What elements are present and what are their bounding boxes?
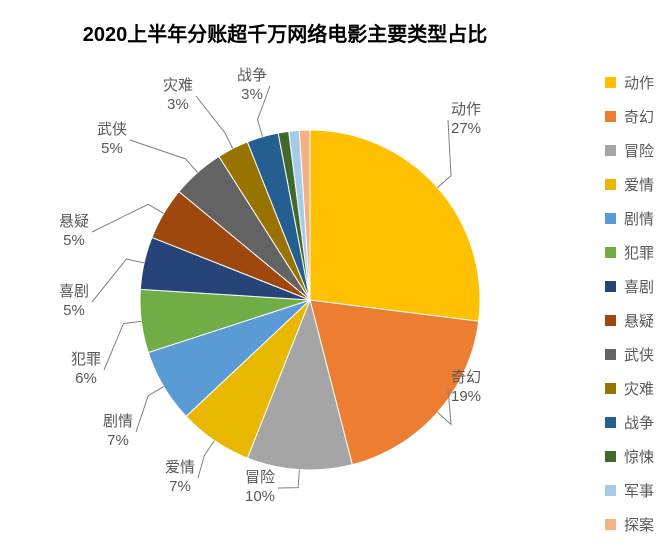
legend-swatch bbox=[605, 77, 616, 88]
legend-item: 动作 bbox=[605, 72, 654, 93]
legend-label: 悬疑 bbox=[624, 310, 654, 331]
legend-item: 惊悚 bbox=[605, 446, 654, 467]
legend-swatch bbox=[605, 315, 616, 326]
pie-svg bbox=[0, 0, 672, 551]
legend-label: 惊悚 bbox=[624, 446, 654, 467]
legend-label: 奇幻 bbox=[624, 106, 654, 127]
legend-swatch bbox=[605, 111, 616, 122]
legend-label: 动作 bbox=[624, 72, 654, 93]
legend-item: 战争 bbox=[605, 412, 654, 433]
legend-label: 军事 bbox=[624, 480, 654, 501]
legend-swatch bbox=[605, 451, 616, 462]
legend-item: 军事 bbox=[605, 480, 654, 501]
legend-label: 灾难 bbox=[624, 378, 654, 399]
legend-swatch bbox=[605, 417, 616, 428]
legend-swatch bbox=[605, 383, 616, 394]
legend-label: 犯罪 bbox=[624, 242, 654, 263]
pie-chart: 2020上半年分账超千万网络电影主要类型占比 动作 27%奇幻 19%冒险 10… bbox=[0, 0, 672, 551]
legend-swatch bbox=[605, 485, 616, 496]
legend-swatch bbox=[605, 349, 616, 360]
legend: 动作奇幻冒险爱情剧情犯罪喜剧悬疑武侠灾难战争惊悚军事探案 bbox=[605, 72, 654, 548]
legend-swatch bbox=[605, 213, 616, 224]
legend-label: 剧情 bbox=[624, 208, 654, 229]
legend-item: 剧情 bbox=[605, 208, 654, 229]
legend-label: 冒险 bbox=[624, 140, 654, 161]
legend-item: 奇幻 bbox=[605, 106, 654, 127]
legend-item: 冒险 bbox=[605, 140, 654, 161]
legend-item: 灾难 bbox=[605, 378, 654, 399]
legend-swatch bbox=[605, 247, 616, 258]
legend-item: 爱情 bbox=[605, 174, 654, 195]
legend-label: 喜剧 bbox=[624, 276, 654, 297]
legend-swatch bbox=[605, 519, 616, 530]
legend-swatch bbox=[605, 281, 616, 292]
legend-item: 喜剧 bbox=[605, 276, 654, 297]
legend-label: 爱情 bbox=[624, 174, 654, 195]
legend-item: 武侠 bbox=[605, 344, 654, 365]
legend-item: 探案 bbox=[605, 514, 654, 535]
legend-swatch bbox=[605, 179, 616, 190]
legend-item: 悬疑 bbox=[605, 310, 654, 331]
legend-label: 探案 bbox=[624, 514, 654, 535]
legend-label: 战争 bbox=[624, 412, 654, 433]
legend-label: 武侠 bbox=[624, 344, 654, 365]
legend-swatch bbox=[605, 145, 616, 156]
pie-slice bbox=[310, 130, 480, 321]
legend-item: 犯罪 bbox=[605, 242, 654, 263]
